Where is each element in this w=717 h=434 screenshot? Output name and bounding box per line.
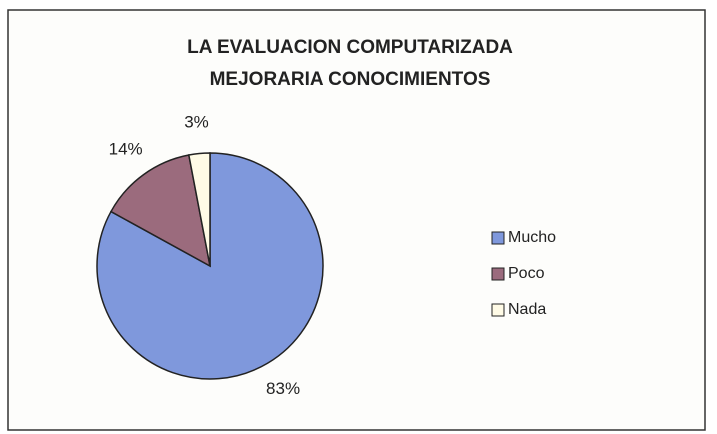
legend-swatch <box>491 303 505 317</box>
legend-label: Nada <box>508 301 546 318</box>
data-label: 3% <box>184 113 209 132</box>
legend-label: Poco <box>508 265 545 282</box>
data-label: 83% <box>266 379 300 398</box>
legend-swatch <box>491 231 505 245</box>
data-label: 14% <box>109 139 143 158</box>
legend-swatch <box>491 267 505 281</box>
chart-title: MEJORARIA CONOCIMIENTOS <box>210 69 491 90</box>
legend-label: Mucho <box>508 229 556 246</box>
pie-slice <box>109 154 212 268</box>
chart-title: LA EVALUACION COMPUTARIZADA <box>187 37 513 58</box>
pie-slice <box>187 152 211 267</box>
